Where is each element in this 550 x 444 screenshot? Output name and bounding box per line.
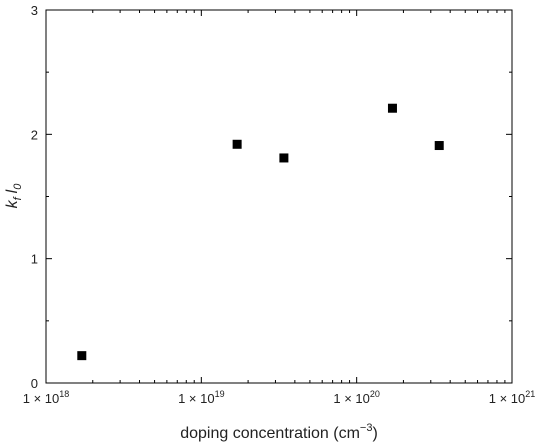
x-axis-label-tail: ) — [372, 425, 377, 442]
x-tick-label-exp: 18 — [59, 389, 69, 399]
x-tick-label: 1 × 1020 — [333, 389, 380, 406]
data-points — [77, 103, 444, 361]
x-tick-label-base: 1 × 10 — [333, 391, 370, 406]
data-point — [232, 139, 242, 149]
data-point — [387, 103, 397, 113]
x-tick-label-base: 1 × 10 — [489, 391, 526, 406]
y-tick-label: 2 — [31, 127, 38, 142]
data-point — [434, 141, 444, 151]
data-point — [77, 351, 87, 361]
x-axis-label-sup: −3 — [360, 422, 373, 434]
x-tick-label-base: 1 × 10 — [23, 391, 60, 406]
y-axis-label-l-sub: 0 — [12, 183, 24, 190]
y-axis-label-k: k — [4, 199, 21, 208]
x-tick-label-base: 1 × 10 — [178, 391, 215, 406]
y-tick-label: 3 — [31, 3, 38, 18]
x-tick-label-exp: 19 — [215, 389, 225, 399]
y-tick-label: 0 — [31, 376, 38, 391]
x-tick-label-exp: 21 — [525, 389, 535, 399]
x-tick-label: 1 × 1019 — [178, 389, 225, 406]
x-axis-label-text: doping concentration (cm — [180, 425, 360, 442]
data-point — [279, 153, 289, 163]
x-axis-label: doping concentration (cm−3) — [180, 422, 378, 442]
y-axis-label-l: l — [4, 189, 21, 193]
y-axis-label-k-sub: f — [12, 196, 24, 200]
y-axis-label: kfl0 — [4, 183, 24, 209]
axis-ticks — [45, 9, 513, 384]
x-tick-label-exp: 20 — [370, 389, 380, 399]
y-tick-label: 1 — [31, 252, 38, 267]
x-tick-label: 1 × 1021 — [489, 389, 536, 406]
plot-frame — [45, 9, 513, 384]
x-tick-label: 1 × 1018 — [23, 389, 70, 406]
